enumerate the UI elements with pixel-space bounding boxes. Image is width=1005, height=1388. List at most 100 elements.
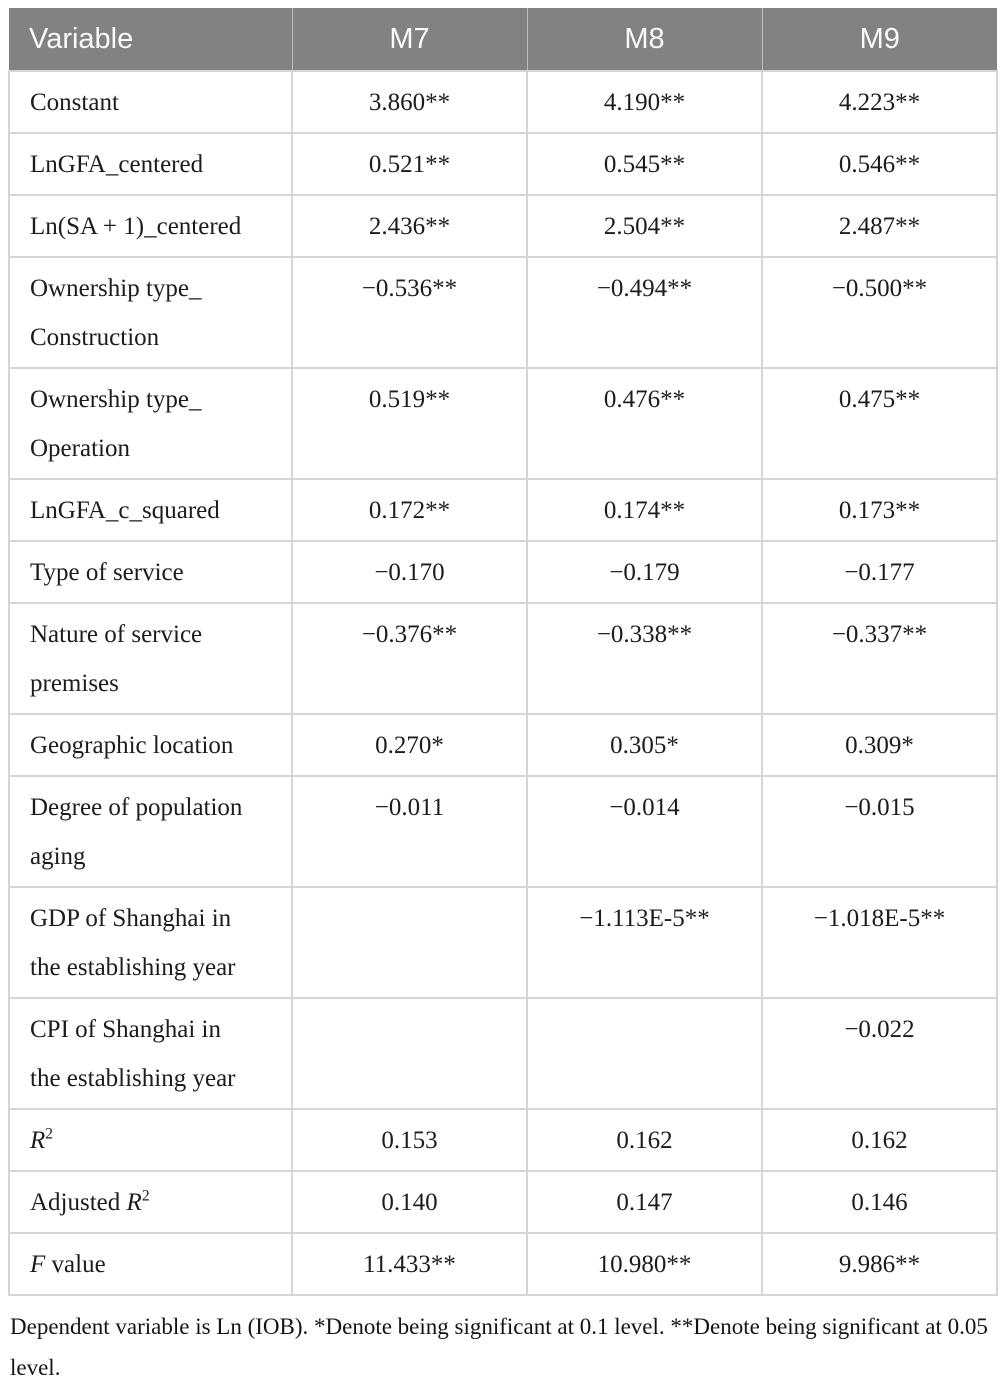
table-row-ownership-type-operation: Ownership type_ Operation 0.519** 0.476** 0.… — [8, 367, 998, 480]
value-text: 11.433** — [363, 1251, 456, 1278]
value-cell: −0.179 — [526, 540, 763, 604]
variable-label-segment: Constant — [30, 89, 119, 116]
value-text: 0.147 — [616, 1189, 673, 1216]
value-text: 0.519** — [368, 386, 451, 413]
table-row-ownership-type-construction: Ownership type_ Construction −0.536** −0.49… — [8, 256, 998, 369]
value-cell: 0.173** — [761, 478, 998, 542]
value-text: 0.173** — [838, 497, 921, 524]
value-text: −0.015 — [844, 794, 915, 821]
table-row-nature-of-service-premises: Nature of service premises −0.376** −0.338*… — [8, 602, 998, 715]
value-text: −0.376** — [361, 621, 458, 648]
variable-label-segment: GDP of Shanghai in — [30, 905, 232, 932]
value-cell: 0.475** — [761, 367, 998, 480]
header-cell-variable: Variable — [9, 8, 292, 71]
value-text: −0.337** — [831, 621, 928, 648]
value-text: 0.162 — [851, 1127, 908, 1154]
variable-cell: Type of service — [8, 540, 293, 604]
value-text: 0.305* — [610, 732, 679, 759]
variable-label-segment: premises — [30, 670, 119, 697]
variable-cell: Degree of population aging — [8, 775, 293, 888]
variable-label-segment: R — [126, 1189, 142, 1216]
value-cell: −0.494** — [526, 256, 763, 369]
value-text: −1.113E-5** — [579, 905, 710, 932]
value-cell: 0.546** — [761, 132, 998, 196]
value-cell: 0.545** — [526, 132, 763, 196]
value-cell: 2.436** — [291, 194, 528, 258]
value-text: 0.174** — [603, 497, 686, 524]
value-cell: 4.223** — [761, 70, 998, 134]
value-text: −0.177 — [844, 559, 915, 586]
value-text: 0.309* — [845, 732, 914, 759]
table-row-type-of-service: Type of service −0.170 −0.179 −0.177 — [8, 540, 998, 604]
value-cell: −0.500** — [761, 256, 998, 369]
table-row-constant: Constant 3.860** 4.190** 4.223** — [8, 70, 998, 134]
value-text: 0.270* — [375, 732, 444, 759]
variable-label-segment: CPI of Shanghai in — [30, 1016, 221, 1043]
value-cell: 0.146 — [761, 1170, 998, 1234]
value-cell: −0.376** — [291, 602, 528, 715]
value-cell: 0.162 — [761, 1108, 998, 1172]
value-text: −0.011 — [374, 794, 445, 821]
value-cell: 0.521** — [291, 132, 528, 196]
value-cell: −0.177 — [761, 540, 998, 604]
value-text: −0.338** — [596, 621, 693, 648]
value-cell: −1.113E-5** — [526, 886, 763, 999]
value-text: 0.545** — [603, 151, 686, 178]
variable-cell: Ownership type_ Construction — [8, 256, 293, 369]
variable-label-segment: Degree of population — [30, 794, 243, 821]
table-row-degree-of-population-aging: Degree of population aging −0.011 −0.014 −0.… — [8, 775, 998, 888]
value-text: −0.179 — [609, 559, 680, 586]
table-row-r-squared: R2 0.153 0.162 0.162 — [8, 1108, 998, 1172]
variable-cell: LnGFA_centered — [8, 132, 293, 196]
variable-cell: Ownership type_ Operation — [8, 367, 293, 480]
value-cell: 2.487** — [761, 194, 998, 258]
variable-label-segment: Ownership type_ — [30, 386, 202, 413]
value-text: 0.153 — [381, 1127, 438, 1154]
value-text: 0.476** — [603, 386, 686, 413]
value-text: 0.162 — [616, 1127, 673, 1154]
value-cell: 0.140 — [291, 1170, 528, 1234]
value-text: 10.980** — [597, 1251, 692, 1278]
variable-label-segment: Ln(SA + 1)_centered — [30, 213, 242, 240]
table-row-geographic-location: Geographic location 0.270* 0.305* 0.309* — [8, 713, 998, 777]
variable-label-segment: LnGFA_centered — [30, 151, 204, 178]
variable-label-segment: Ownership type_ — [30, 275, 202, 302]
variable-label-segment: Geographic location — [30, 732, 234, 759]
variable-cell: F value — [8, 1232, 293, 1296]
value-cell: −0.338** — [526, 602, 763, 715]
variable-label-segment: Adjusted — [30, 1189, 127, 1216]
variable-cell: R2 — [8, 1108, 293, 1172]
value-cell: 0.305* — [526, 713, 763, 777]
value-cell: 3.860** — [291, 70, 528, 134]
value-text: 2.487** — [838, 213, 921, 240]
value-cell — [291, 886, 528, 999]
variable-label-segment: the establishing year — [30, 1065, 236, 1092]
variable-label-segment: LnGFA_c_squared — [30, 497, 220, 524]
value-text: 0.521** — [368, 151, 451, 178]
value-cell: 10.980** — [526, 1232, 763, 1296]
variable-label-segment: 2 — [141, 1187, 150, 1205]
value-text: 0.475** — [838, 386, 921, 413]
value-cell: −0.536** — [291, 256, 528, 369]
table-header-row: Variable M7 M8 M9 — [9, 8, 997, 71]
value-text: −1.018E-5** — [813, 905, 946, 932]
variable-label-segment: Construction — [30, 324, 160, 351]
header-cell-m7: M7 — [291, 8, 527, 71]
table-row-adjusted-r-squared: Adjusted R2 0.140 0.147 0.146 — [8, 1170, 998, 1234]
value-cell: −1.018E-5** — [761, 886, 998, 999]
value-text: −0.494** — [596, 275, 693, 302]
variable-label-segment: Nature of service — [30, 621, 203, 648]
value-text: 0.546** — [838, 151, 921, 178]
variable-cell: LnGFA_c_squared — [8, 478, 293, 542]
value-text: 4.190** — [603, 89, 686, 116]
value-cell: −0.014 — [526, 775, 763, 888]
table-row-cpi-of-shanghai-establishing-year: CPI of Shanghai in the establishing year −… — [8, 997, 998, 1110]
value-cell: 0.153 — [291, 1108, 528, 1172]
value-text: 3.860** — [368, 89, 451, 116]
value-cell: 11.433** — [291, 1232, 528, 1296]
variable-label-segment: aging — [30, 843, 86, 870]
value-cell: 0.172** — [291, 478, 528, 542]
value-cell: −0.011 — [291, 775, 528, 888]
variable-label-segment: F — [30, 1251, 46, 1278]
